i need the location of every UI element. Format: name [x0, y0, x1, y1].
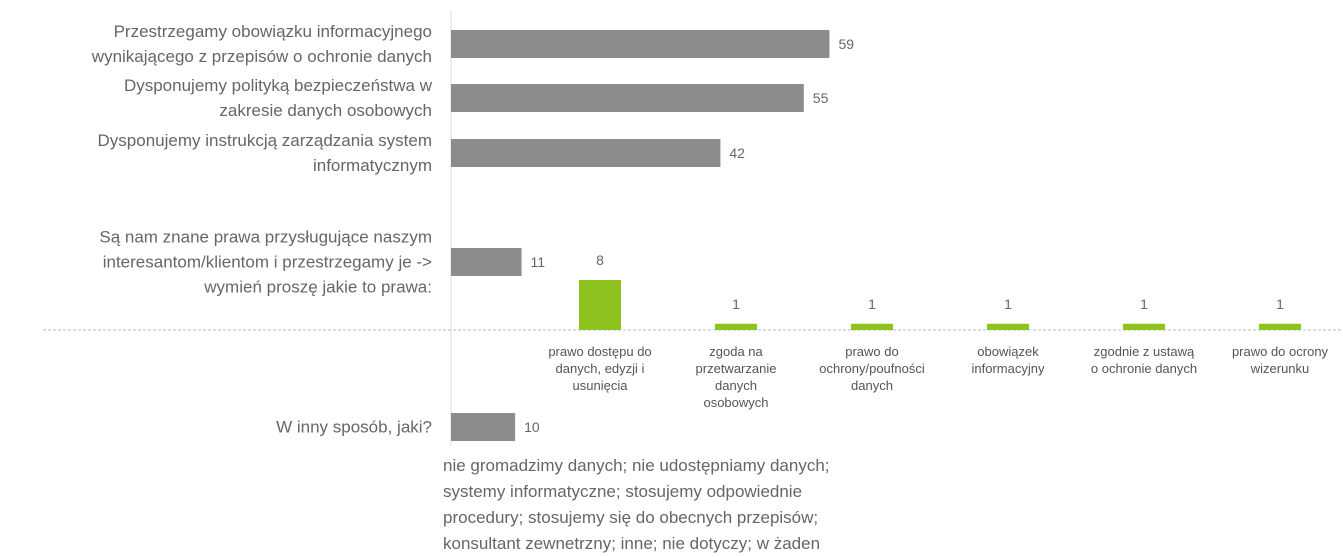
value-label: 11	[530, 254, 546, 270]
category-label: W inny sposób, jaki?	[276, 417, 432, 437]
value-label: 55	[812, 90, 829, 106]
value-label: 42	[729, 145, 745, 161]
bar	[715, 323, 757, 330]
bar	[451, 84, 804, 112]
category-label: Przestrzegamy obowiązku informacyjnego w…	[91, 22, 432, 66]
category-label: obowiązek informacyjny	[971, 344, 1045, 376]
value-label: 1	[1140, 295, 1148, 312]
bar	[451, 30, 830, 58]
bar	[851, 323, 893, 330]
category-label: Dysponujemy instrukcją zarządzania syste…	[97, 131, 432, 175]
bar	[987, 323, 1029, 330]
annotation: nie gromadzimy danych; nie udostępniamy …	[443, 456, 830, 553]
value-label: 1	[868, 295, 876, 312]
bar	[451, 139, 721, 167]
bar	[451, 248, 522, 276]
value-label: 1	[1276, 295, 1284, 312]
category-label: prawo dostępu do danych, edyzji i usunię…	[548, 344, 652, 393]
category-label: zgoda na przetwarzanie danych osobowych	[695, 344, 777, 410]
category-label: Dysponujemy polityką bezpieczeństwa w za…	[123, 76, 432, 120]
category-label: prawo do ochrony/poufności danych	[819, 344, 925, 393]
category-label: prawo do ocrony wizerunku	[1231, 344, 1329, 376]
value-label: 8	[596, 252, 604, 268]
bar	[1259, 323, 1301, 330]
bar	[1123, 323, 1165, 330]
category-label: zgodnie z ustawą o ochronie danych	[1090, 344, 1198, 376]
value-label: 59	[838, 36, 855, 52]
value-label: 1	[732, 295, 740, 312]
category-label: Są nam znane prawa przysługujące naszym …	[99, 227, 432, 297]
bar	[451, 413, 516, 441]
value-label: 1	[1004, 295, 1012, 312]
value-label: 10	[524, 419, 540, 435]
bar	[579, 280, 621, 330]
